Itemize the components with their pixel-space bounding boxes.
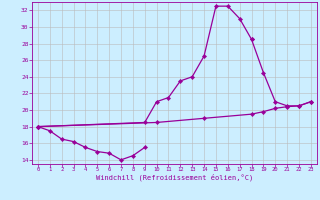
X-axis label: Windchill (Refroidissement éolien,°C): Windchill (Refroidissement éolien,°C) bbox=[96, 174, 253, 181]
